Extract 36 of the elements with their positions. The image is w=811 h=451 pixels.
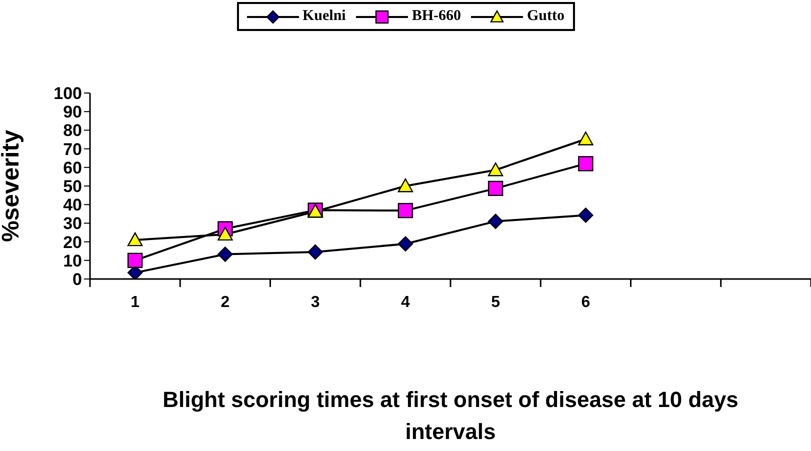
point xyxy=(127,252,143,268)
point xyxy=(398,202,414,218)
point xyxy=(578,208,594,223)
x-tick-label: 6 xyxy=(581,294,590,311)
y-axis-title: %severity xyxy=(0,129,25,242)
y-tick-label: 100 xyxy=(54,84,82,104)
legend-label: BH-660 xyxy=(412,8,462,25)
y-tick-label: 90 xyxy=(63,102,82,122)
point xyxy=(488,180,504,196)
point xyxy=(488,214,504,229)
point xyxy=(127,232,143,246)
x-axis-title: Blight scoring times at first onset of disease at 10 days intervals xyxy=(162,386,740,446)
point xyxy=(578,156,594,172)
y-tick-label: 80 xyxy=(63,121,82,140)
point xyxy=(308,244,323,260)
x-tick-label: 2 xyxy=(220,294,230,311)
legend-label: Kuelni xyxy=(302,8,346,25)
y-tick-label: 50 xyxy=(63,177,82,196)
y-tick-label: 0 xyxy=(72,270,82,290)
y-tick-label: 60 xyxy=(63,158,82,178)
point xyxy=(218,226,233,241)
point xyxy=(578,132,594,146)
y-tick-label: 30 xyxy=(63,214,82,234)
y-tick-label: 20 xyxy=(63,232,82,252)
point xyxy=(398,236,414,252)
y-tick-label: 10 xyxy=(63,251,82,270)
y-tick-label: 40 xyxy=(63,196,82,215)
point xyxy=(398,178,414,192)
y-tick-label: 70 xyxy=(63,140,82,159)
legend-label: Gutto xyxy=(527,8,565,25)
x-tick-label: 4 xyxy=(400,294,410,311)
x-tick-label: 5 xyxy=(491,294,500,311)
point xyxy=(218,246,233,262)
point xyxy=(488,162,504,176)
x-tick-label: 3 xyxy=(310,294,320,311)
x-tick-label: 1 xyxy=(130,294,140,311)
